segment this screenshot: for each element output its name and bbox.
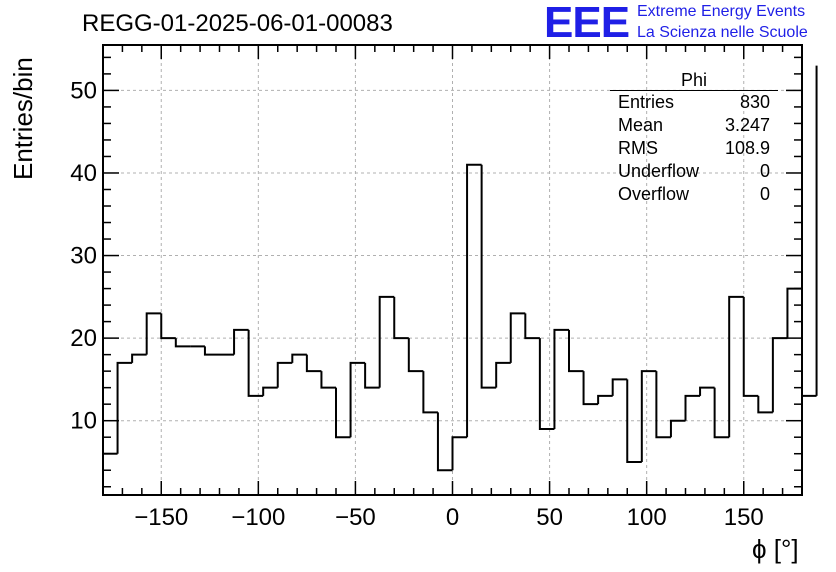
histogram-bin (466, 163, 482, 438)
histogram-bin (786, 287, 802, 339)
chart-title: REGG-01-2025-06-01-00083 (82, 10, 393, 37)
histogram-bin (524, 313, 540, 340)
histogram-bin (422, 371, 438, 414)
y-tick-label: 20 (70, 325, 97, 352)
histogram-bin (626, 379, 642, 463)
histogram-bin (757, 395, 773, 414)
histogram-bin (174, 338, 191, 348)
histogram-bin (728, 295, 744, 438)
stats-row: Underflow 0 (610, 160, 778, 183)
histogram-bin (713, 387, 730, 439)
histogram-bin (771, 337, 788, 413)
histogram-bin (276, 361, 293, 388)
stats-row: Entries 830 (610, 91, 778, 114)
grid (103, 45, 802, 495)
stats-box: Phi Entries 830 Mean 3.247 RMS 108.9 Underf… (610, 70, 778, 206)
tick-labels: −150 −100 −50 0 50 100 150 10 20 30 40 50 (70, 77, 763, 531)
histogram-bin (233, 328, 249, 355)
histogram-bin (160, 313, 176, 340)
histogram-bin (145, 312, 162, 355)
stats-label: Mean (618, 115, 664, 135)
y-tick-label: 40 (70, 160, 97, 187)
logo-tagline-1: Extreme Energy Events (637, 3, 806, 20)
x-tick-label: 100 (627, 504, 667, 531)
y-axis-label: Entries/bin (8, 57, 38, 180)
stats-label: Underflow (618, 161, 700, 181)
histogram-bin (684, 394, 701, 421)
x-tick-label: 150 (724, 504, 764, 531)
stats-value: 0 (759, 161, 770, 181)
stats-value: 830 (739, 92, 770, 112)
y-tick-label: 50 (70, 77, 97, 104)
stats-label: Entries (618, 92, 675, 112)
x-tick-label: 50 (536, 504, 563, 531)
histogram-bin (262, 386, 278, 396)
logo-tagline-2: La Scienza nelle Scuole (637, 24, 808, 41)
histogram-bin (538, 338, 555, 430)
histogram-bin (669, 419, 686, 438)
stats-row: Overflow 0 (610, 183, 778, 206)
histogram-bin (393, 296, 409, 340)
histogram-bin (597, 394, 613, 405)
histogram-bin (364, 362, 380, 389)
histogram-bin (407, 338, 424, 373)
stats-label: Overflow (618, 184, 690, 204)
histogram-bin (320, 371, 336, 389)
axis-ticks (103, 45, 802, 495)
x-tick-label: 0 (446, 504, 459, 531)
x-axis-label: ϕ [°] (752, 534, 799, 564)
histogram-bin (582, 371, 599, 406)
histogram-bin (495, 361, 511, 388)
stats-value: 3.247 (724, 115, 770, 135)
histogram-bin (378, 295, 395, 388)
y-tick-label: 30 (70, 243, 97, 270)
histogram-bin (451, 436, 468, 471)
histogram-bin (436, 412, 453, 472)
histogram-bin (655, 371, 671, 439)
histogram-bin (335, 387, 351, 439)
stats-title: Phi (610, 70, 778, 91)
histogram-bin (349, 361, 366, 438)
x-tick-label: −100 (231, 504, 285, 531)
histogram-bin (480, 164, 497, 389)
stats-label: RMS (618, 138, 658, 158)
stats-row: RMS 108.9 (610, 137, 778, 160)
stats-value: 108.9 (724, 138, 770, 158)
stats-value: 0 (759, 184, 770, 204)
histogram-bin (553, 328, 569, 429)
histogram-bin (742, 296, 759, 397)
eee-logo: EEE (544, 0, 630, 47)
histogram-bin (640, 370, 657, 462)
histogram-bin (203, 346, 220, 356)
histogram-bin (611, 378, 628, 396)
histogram-bin (509, 312, 526, 363)
histogram-bin (116, 361, 133, 454)
histogram-bin (131, 353, 147, 363)
histogram-bin (305, 354, 322, 373)
x-tick-label: −50 (335, 504, 376, 531)
stats-row: Mean 3.247 (610, 114, 778, 137)
histogram-bin (699, 386, 715, 396)
histogram-bin (291, 353, 307, 363)
x-tick-label: −150 (134, 504, 188, 531)
histogram-bin (801, 288, 817, 397)
histogram-bin (568, 329, 584, 373)
y-tick-label: 10 (70, 408, 97, 435)
histogram-bin (247, 329, 264, 397)
